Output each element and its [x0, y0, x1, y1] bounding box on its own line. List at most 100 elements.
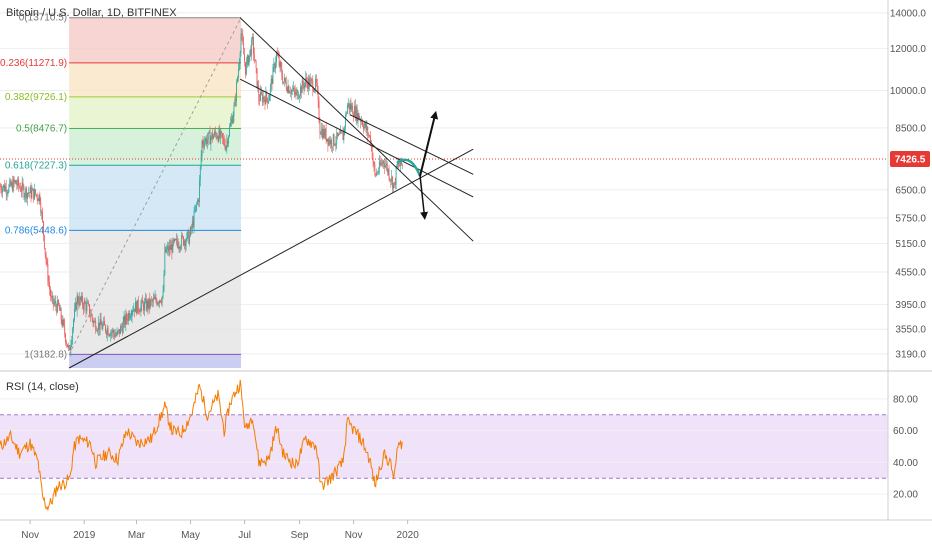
- trendline[interactable]: [68, 148, 474, 369]
- candle-body: [289, 92, 291, 94]
- candle-body: [279, 62, 281, 67]
- candle-body: [357, 113, 359, 122]
- candle-body: [276, 52, 277, 63]
- candle-body: [383, 161, 385, 163]
- candle-body: [161, 296, 163, 303]
- time-tick-label: Mar: [128, 530, 146, 541]
- candle-body: [362, 121, 363, 126]
- trendline[interactable]: [239, 17, 474, 242]
- candle-body: [194, 210, 196, 212]
- candle-body: [188, 231, 190, 244]
- candle-body: [217, 136, 219, 142]
- candle-body: [306, 77, 308, 83]
- candle-body: [340, 131, 342, 133]
- candle-body: [198, 180, 200, 202]
- candle-body: [189, 235, 191, 244]
- projection-path[interactable]: [396, 110, 439, 221]
- candle-body: [113, 330, 114, 334]
- candle-body: [392, 176, 393, 189]
- candle-body: [324, 129, 326, 138]
- candle-body: [284, 77, 286, 83]
- candle-body: [236, 81, 238, 101]
- candle-body: [325, 129, 327, 141]
- candle-body: [144, 298, 146, 302]
- candle-body: [175, 239, 176, 241]
- candle-body: [207, 132, 209, 140]
- candle-body: [156, 300, 158, 305]
- candle-body: [273, 63, 275, 67]
- candle-body: [354, 105, 356, 119]
- candle-body: [249, 49, 251, 56]
- candle-body: [153, 298, 155, 300]
- candle-body: [354, 105, 355, 117]
- candle-body: [35, 189, 36, 195]
- trendline[interactable]: [239, 78, 474, 198]
- candle-body: [43, 235, 45, 249]
- candle-body: [15, 180, 17, 185]
- candle-body: [390, 180, 392, 182]
- candle-body: [297, 90, 299, 99]
- candle-body: [160, 302, 162, 303]
- candle-body: [277, 55, 279, 58]
- candle-body: [208, 131, 210, 133]
- candle-body: [168, 245, 170, 252]
- candle-body: [341, 132, 343, 134]
- candle-body: [140, 305, 142, 312]
- candle-body: [45, 254, 47, 262]
- candle-body: [242, 34, 244, 44]
- candle-body: [77, 295, 79, 303]
- candle-body: [42, 211, 43, 222]
- candle-body: [9, 180, 11, 186]
- candle-body: [160, 300, 161, 303]
- candle-body: [50, 289, 51, 297]
- fibonacci-retracement[interactable]: 0(13710.5) 0.236(11271.9) 0.382(9726.1) 0.5…: [0, 13, 242, 368]
- candle-body: [202, 140, 204, 145]
- candle-body: [209, 131, 211, 145]
- candle-body: [117, 331, 119, 332]
- candle-body: [374, 164, 376, 175]
- candle-body: [155, 296, 157, 301]
- projection-curve[interactable]: [396, 158, 422, 177]
- candle-body: [235, 99, 237, 101]
- candle-body: [344, 126, 346, 129]
- candle-body: [84, 301, 86, 304]
- projection-arrow-up[interactable]: [419, 110, 439, 177]
- candle-body: [343, 128, 345, 141]
- candle-body: [179, 247, 181, 249]
- projection-arrow-down[interactable]: [419, 175, 429, 221]
- candle-body: [5, 186, 7, 194]
- candle-body: [100, 318, 102, 326]
- candle-body: [255, 61, 257, 69]
- candle-body: [0, 186, 2, 190]
- candle-body: [187, 231, 189, 234]
- price-tick-label: 6500.0: [895, 185, 926, 196]
- candle-body: [313, 91, 315, 92]
- candle-body: [256, 68, 258, 88]
- candle-body: [103, 321, 105, 325]
- candle-body: [136, 299, 138, 314]
- candle-body: [263, 96, 265, 100]
- candle-body: [72, 328, 74, 340]
- candle-body: [200, 155, 202, 167]
- candle-body: [48, 281, 50, 283]
- candle-body: [154, 296, 156, 299]
- candle-body: [266, 91, 268, 98]
- candle-body: [4, 184, 5, 191]
- rsi-tick-label: 20.00: [893, 490, 918, 501]
- candle-body: [152, 300, 153, 302]
- candle-body: [192, 221, 194, 227]
- price-tick-label: 4550.0: [895, 267, 926, 278]
- price-axis[interactable]: 14000.0 12000.0 10000.0 8500.0 6500.0 5750.0 5…: [890, 8, 927, 360]
- candle-body: [78, 302, 80, 306]
- candle-body: [128, 313, 130, 319]
- trendlines[interactable]: [68, 17, 474, 369]
- candle-body: [115, 335, 117, 336]
- candle-body: [145, 298, 147, 310]
- candle-body: [61, 319, 63, 326]
- candle-body: [60, 308, 62, 320]
- candle-body: [18, 178, 20, 187]
- rsi-axis[interactable]: 80.00 60.00 40.00 20.00: [893, 394, 918, 500]
- time-axis[interactable]: Nov 2019 Mar May Jul Sep Nov 2020: [21, 520, 419, 541]
- trendline[interactable]: [349, 114, 474, 175]
- candle-body: [215, 133, 217, 138]
